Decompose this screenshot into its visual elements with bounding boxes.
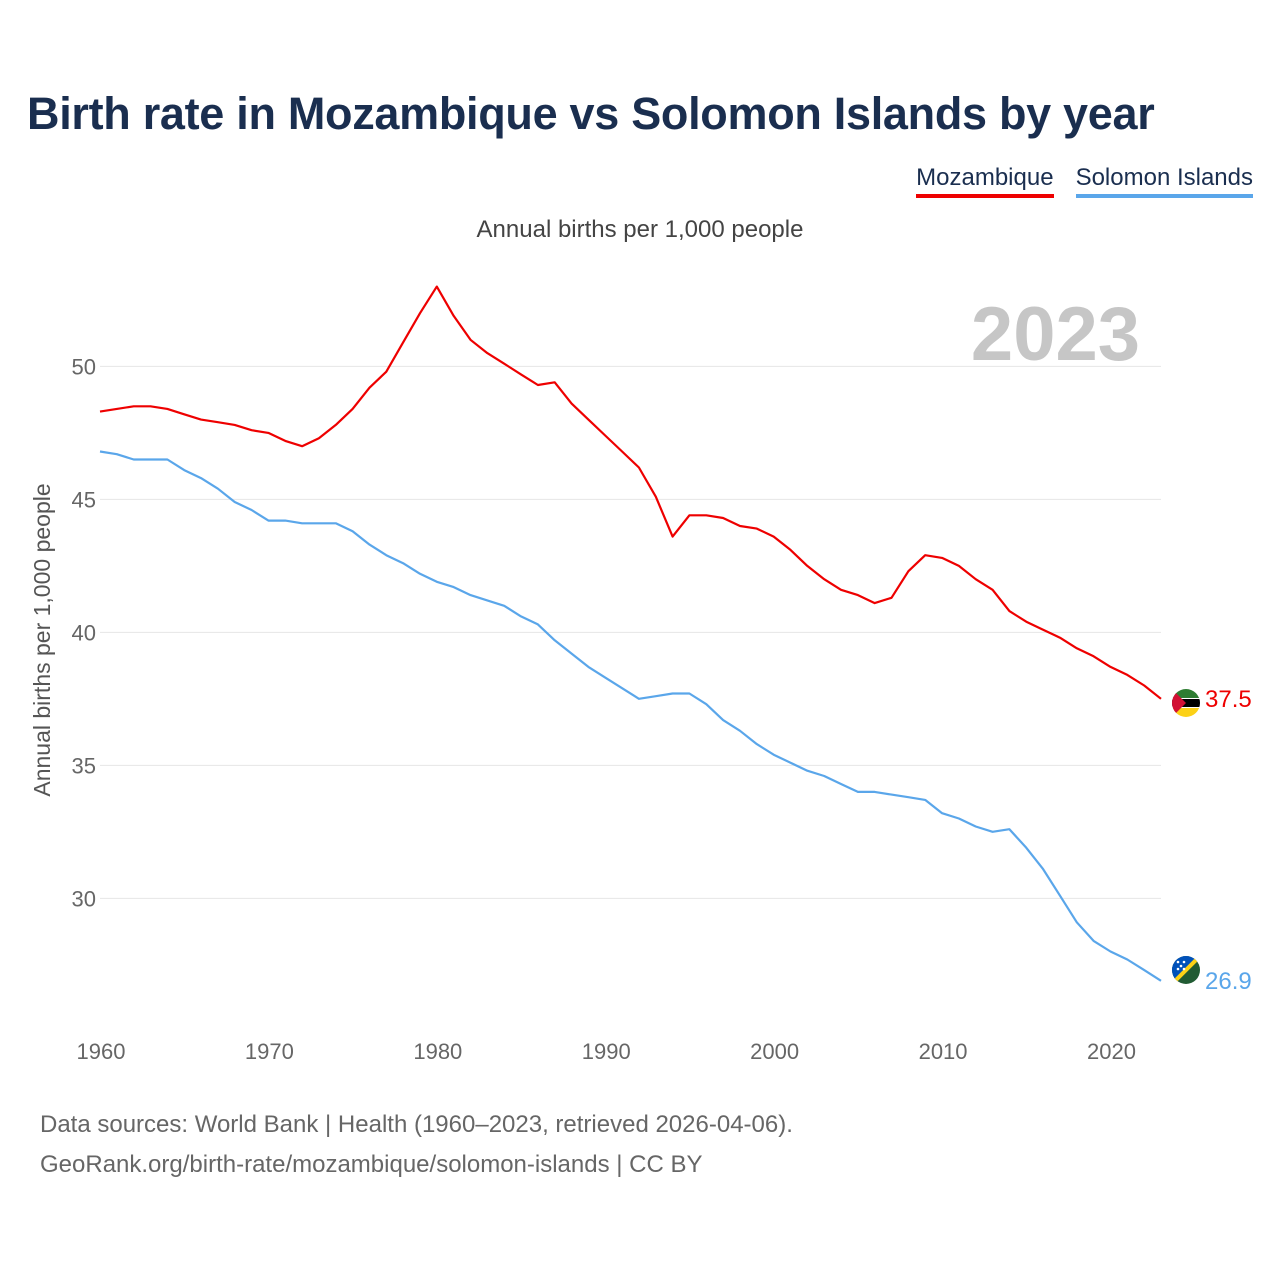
series-lines: [99, 285, 1162, 982]
y-tick-label: 35: [72, 753, 96, 778]
x-tick-label: 1970: [245, 1039, 294, 1064]
mozambique-flag-icon: [1172, 689, 1200, 717]
x-tick-label: 2010: [919, 1039, 968, 1064]
solomon-islands-flag-icon: [1172, 956, 1200, 984]
legend: Mozambique Solomon Islands: [916, 164, 1253, 198]
chart-subtitle: Annual births per 1,000 people: [476, 216, 804, 243]
footer: Data sources: World Bank | Health (1960–…: [40, 1105, 793, 1185]
data-source-note: Data sources: World Bank | Health (1960–…: [40, 1111, 793, 1138]
x-tick-label: 1980: [413, 1039, 462, 1064]
year-label: 2023: [971, 292, 1140, 377]
y-tick-label: 30: [72, 886, 96, 911]
y-axis-label: Annual births per 1,000 people: [29, 483, 55, 796]
line-chart: 2023 30 35 40 45 50 1960 1970 1980 1990 2000 2010…: [29, 285, 1252, 1064]
y-tick-label: 40: [72, 620, 96, 645]
x-tick-label: 2020: [1087, 1039, 1136, 1064]
x-axis-ticks: 1960 1970 1980 1990 2000 2010 2020: [77, 1039, 1136, 1064]
end-value-solomon-islands: 26.9: [1205, 968, 1252, 995]
legend-item-solomon-islands[interactable]: Solomon Islands: [1075, 164, 1253, 198]
series-line-mozambique: [99, 285, 1162, 700]
series-line-solomon-islands: [99, 450, 1162, 982]
legend-item-mozambique[interactable]: Mozambique: [916, 164, 1054, 198]
end-value-mozambique: 37.5: [1205, 686, 1252, 713]
end-value-labels: 37.5 26.9: [1205, 686, 1252, 995]
y-tick-label: 45: [72, 487, 96, 512]
chart-title: Birth rate in Mozambique vs Solomon Isla…: [27, 88, 1155, 139]
y-tick-label: 50: [72, 354, 96, 379]
grid-lines: [100, 365, 1161, 899]
x-tick-label: 1990: [582, 1039, 631, 1064]
x-tick-label: 1960: [77, 1039, 126, 1064]
y-axis-ticks: 30 35 40 45 50: [72, 354, 96, 911]
x-tick-label: 2000: [750, 1039, 799, 1064]
attribution-link[interactable]: GeoRank.org/birth-rate/mozambique/solomo…: [40, 1151, 703, 1178]
